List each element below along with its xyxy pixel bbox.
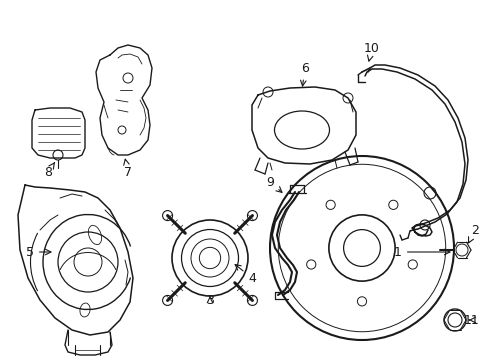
Text: 3: 3 bbox=[205, 293, 214, 306]
Text: 9: 9 bbox=[265, 175, 282, 192]
Text: 2: 2 bbox=[468, 224, 478, 243]
Text: 8: 8 bbox=[44, 163, 55, 179]
Text: 5: 5 bbox=[26, 246, 51, 258]
Text: 7: 7 bbox=[123, 159, 132, 179]
Text: 11: 11 bbox=[463, 314, 479, 327]
Text: 1: 1 bbox=[393, 246, 449, 258]
Text: 10: 10 bbox=[364, 41, 379, 61]
Text: 6: 6 bbox=[300, 62, 308, 86]
Text: 4: 4 bbox=[235, 265, 255, 284]
